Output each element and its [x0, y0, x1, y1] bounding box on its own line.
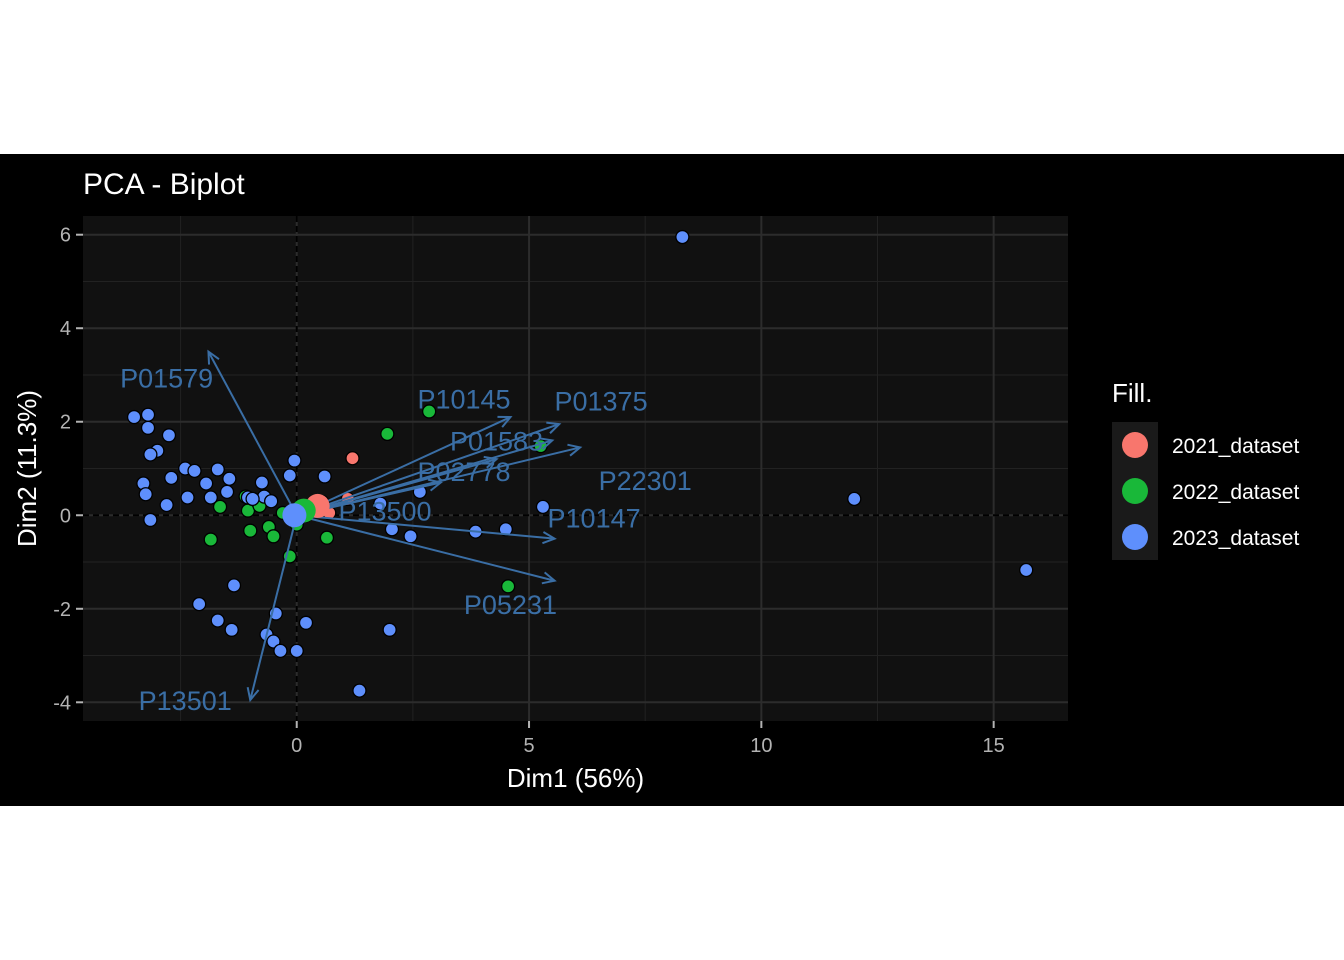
data-point [143, 512, 158, 528]
data-point [421, 404, 437, 419]
data-point [210, 613, 225, 628]
variable-label: P13501 [139, 686, 232, 716]
data-point [254, 475, 270, 490]
data-point [264, 494, 279, 509]
variable-arrow-p10145 [296, 415, 513, 517]
y-tick-label: 6 [60, 225, 71, 247]
variable-label: P05231 [464, 590, 557, 620]
data-point [159, 497, 174, 513]
legend-item: 2023_dataset [1112, 514, 1299, 560]
y-tick-label: -4 [53, 692, 71, 714]
variable-labels: P01579 P10145 P01375 P01583 P22301 P02778 P135… [120, 363, 692, 716]
data-point [380, 426, 395, 442]
data-point [352, 683, 367, 698]
data-point [282, 468, 297, 483]
variable-arrow-p01579 [207, 349, 298, 516]
legend-swatch [1122, 524, 1148, 550]
data-point [500, 579, 516, 594]
variable-arrow-p10147 [296, 514, 557, 545]
data-point [245, 491, 260, 507]
data-point [222, 471, 237, 486]
variable-label: P22301 [599, 466, 692, 496]
legend-label: 2021_dataset [1172, 435, 1299, 458]
data-point [187, 463, 202, 478]
variable-arrow-p02778 [296, 455, 499, 517]
y-tick-label: -2 [53, 599, 71, 621]
legend: Fill. 2021_dataset 2022_dataset 2023_datas… [1112, 378, 1299, 560]
data-point [180, 490, 195, 505]
x-tick-label: 15 [983, 735, 1005, 757]
variable-label: P02778 [417, 457, 510, 487]
variable-label: P01579 [120, 363, 213, 393]
data-point [535, 499, 551, 514]
data-point [317, 469, 332, 484]
legend-item: 2021_dataset [1112, 422, 1299, 468]
pca-biplot-chart: PCA - Biplot 0 5 10 15 -4 -2 0 2 4 6 P01579 P10145… [12, 168, 1299, 793]
data-point [345, 451, 360, 466]
variable-arrow-p05231 [296, 514, 557, 585]
legend-label: 2023_dataset [1172, 527, 1299, 550]
variable-label: P01375 [555, 387, 648, 417]
data-point [498, 522, 513, 537]
data-point [266, 529, 281, 544]
y-tick-label: 2 [60, 412, 71, 434]
data-point [203, 490, 218, 505]
centroid-point [282, 503, 307, 528]
legend-swatch [1122, 478, 1148, 504]
y-tick-label: 0 [60, 505, 71, 527]
x-tick-label: 10 [750, 735, 772, 757]
x-tick-label: 0 [291, 735, 302, 757]
data-point [212, 499, 228, 514]
data-point [382, 622, 397, 637]
data-point [287, 453, 302, 468]
legend-label: 2022_dataset [1172, 481, 1299, 504]
legend-title: Fill. [1112, 378, 1152, 408]
data-point [143, 447, 158, 462]
data-point [126, 409, 142, 425]
chart-title: PCA - Biplot [83, 168, 245, 201]
variable-label: P13500 [338, 497, 431, 527]
y-axis-title: Dim2 (11.3%) [12, 390, 42, 547]
data-point [140, 420, 156, 435]
axis-ticks: 0 5 10 15 -4 -2 0 2 4 6 [53, 225, 1005, 757]
data-point [226, 578, 242, 593]
data-point [319, 530, 335, 545]
data-point [273, 643, 288, 659]
x-tick-label: 5 [523, 735, 534, 757]
data-point [203, 532, 218, 547]
data-point [675, 229, 690, 245]
data-point [219, 484, 235, 500]
data-point [164, 470, 179, 486]
data-points [126, 229, 1034, 698]
variable-label: P10147 [548, 504, 641, 534]
variable-arrow-p13501 [246, 515, 298, 703]
data-point [847, 491, 862, 507]
data-point [198, 476, 214, 491]
data-point [210, 462, 225, 477]
data-point [224, 622, 239, 637]
data-point [1019, 562, 1034, 578]
data-point [243, 523, 258, 538]
x-axis-title: Dim1 (56%) [507, 763, 644, 793]
variable-label: P10145 [417, 384, 510, 414]
variable-arrow-p01375 [296, 421, 562, 517]
data-point [298, 615, 314, 630]
y-tick-label: 4 [60, 318, 71, 340]
data-point [289, 643, 304, 659]
group-centroids [282, 493, 330, 528]
data-point [140, 407, 156, 422]
legend-item: 2022_dataset [1112, 468, 1299, 514]
variable-label: P01583 [450, 426, 543, 456]
legend-swatch [1122, 432, 1148, 458]
data-point [403, 529, 418, 544]
pca-biplot-figure: PCA - Biplot 0 5 10 15 -4 -2 0 2 4 6 P01579 P10145… [0, 154, 1344, 806]
data-point [192, 596, 207, 612]
data-point [161, 428, 177, 443]
data-point [138, 487, 153, 502]
data-point [384, 522, 400, 537]
